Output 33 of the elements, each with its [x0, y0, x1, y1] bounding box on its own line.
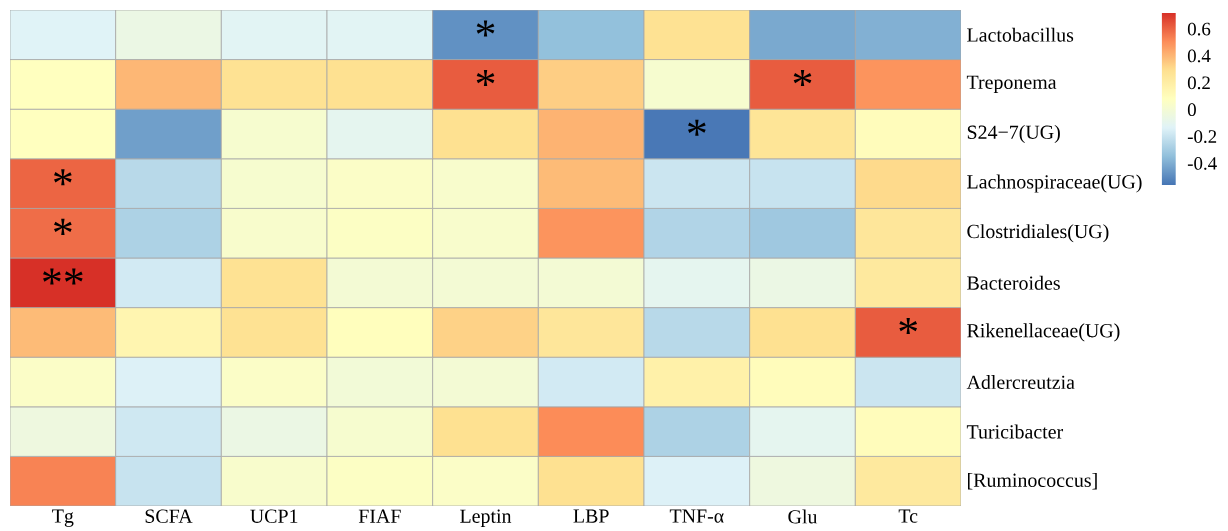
data-label: * [688, 119, 706, 136]
color-bar-label: -0.2 [1187, 130, 1217, 144]
y-tick-label: Rikenellaceae(UG) [967, 323, 1120, 342]
y-tick-label: Adlercreutzia [966, 374, 1075, 389]
x-tick-label: Tg [52, 509, 74, 527]
x-tick-label: LBP [573, 509, 609, 523]
y-tick-label: Lachnospiraceae(UG) [967, 174, 1142, 193]
data-label: * [793, 70, 812, 87]
x-tick-label: Leptin [460, 509, 512, 527]
data-label: * [899, 318, 918, 335]
y-tick-label: Turicibacter [966, 424, 1064, 439]
y-tick-label: Treponema [966, 75, 1057, 94]
color-bar-label: 0.2 [1187, 76, 1210, 90]
x-tick-label: SCFA [145, 509, 193, 523]
y-tick-label: Lactobacillus [967, 27, 1074, 42]
data-label: * [54, 169, 72, 186]
color-bar-label: -0.4 [1187, 157, 1217, 170]
x-tick-label: UCP1 [250, 509, 298, 523]
x-tick-label: FIAF [358, 509, 401, 523]
x-tick-label: TNF-α [669, 509, 724, 523]
color-bar-label: 0.4 [1187, 49, 1211, 63]
y-tick-label: [Ruminococcus] [968, 472, 1097, 490]
x-tick-label: Glu [788, 509, 818, 524]
x-tick-label: Tc [898, 509, 918, 523]
color-bar-label: 0 [1187, 103, 1196, 117]
data-label: * [54, 218, 72, 235]
y-tick-label: Bacteroides [967, 275, 1060, 290]
color-bar-label: 0.6 [1187, 22, 1211, 36]
data-label: * [476, 20, 495, 37]
y-tick-label: S24−7(UG) [967, 124, 1060, 144]
data-label: * [476, 70, 495, 87]
y-tick-label: Clostridiales(UG) [967, 224, 1109, 243]
data-label: ** [43, 268, 83, 285]
